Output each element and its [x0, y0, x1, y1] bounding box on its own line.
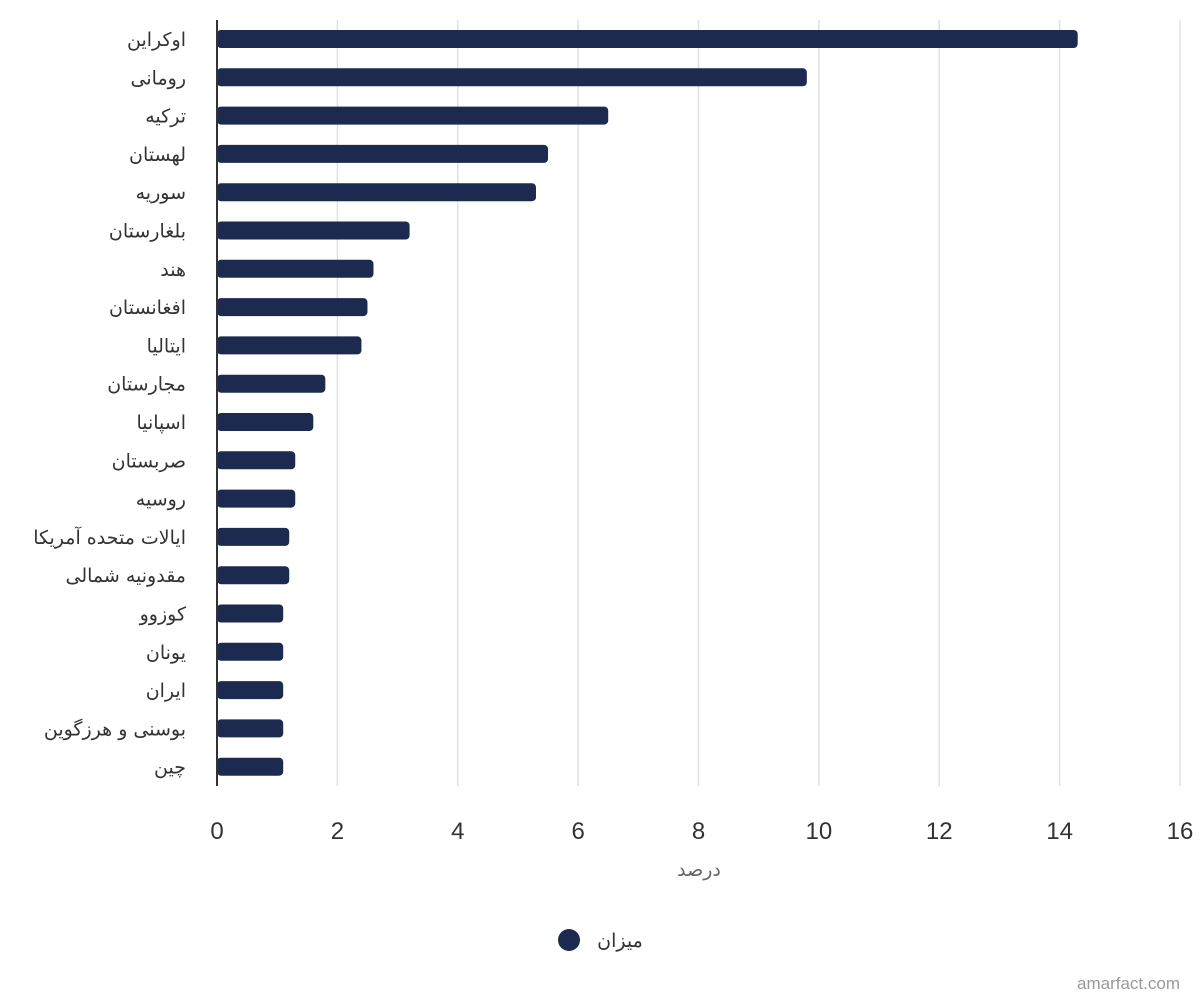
bar[interactable] [217, 566, 290, 585]
legend-label: میزان [597, 930, 643, 952]
credit-text[interactable]: amarfact.com [1077, 974, 1180, 993]
category-label: ترکیه [145, 106, 186, 128]
category-label: لهستان [129, 144, 186, 166]
bar[interactable] [217, 681, 284, 700]
bar[interactable] [217, 183, 536, 202]
x-tick-label: 16 [1167, 818, 1194, 845]
legend[interactable]: میزان [558, 929, 643, 952]
bar[interactable] [217, 298, 368, 317]
bar[interactable] [217, 489, 296, 508]
bar[interactable] [217, 259, 374, 278]
category-label: اوکراین [127, 29, 186, 51]
category-label: ایالات متحده آمریکا [33, 525, 186, 549]
category-label: بوسنی و هرزگوین [44, 717, 186, 740]
bar[interactable] [217, 451, 296, 470]
bar[interactable] [217, 719, 284, 738]
category-label: رومانی [131, 67, 186, 89]
bar[interactable] [217, 374, 326, 393]
bar[interactable] [217, 642, 284, 661]
bar[interactable] [217, 527, 290, 546]
bar[interactable] [217, 68, 807, 87]
gridlines [336, 20, 1181, 786]
x-tick-label: 2 [331, 818, 344, 845]
category-label: چین [154, 757, 186, 779]
legend-swatch [558, 929, 580, 951]
category-label: یونان [146, 642, 186, 664]
category-label: بلغارستان [109, 221, 186, 243]
x-tick-label: 12 [926, 818, 953, 845]
x-tick-label: 8 [692, 818, 705, 845]
bar[interactable] [217, 106, 609, 125]
bar-series [217, 30, 1078, 776]
x-tick-label: 10 [806, 818, 833, 845]
bar[interactable] [217, 604, 284, 623]
category-label: صربستان [112, 450, 186, 472]
x-tick-label: 0 [210, 818, 223, 845]
category-label: ایتالیا [147, 335, 186, 357]
category-label: مقدونیه شمالی [65, 565, 186, 587]
category-label: روسیه [136, 489, 186, 511]
category-label: مجارستان [107, 374, 186, 396]
bar[interactable] [217, 144, 549, 163]
x-tick-label: 14 [1046, 818, 1073, 845]
x-tick-label: 4 [451, 818, 464, 845]
category-label: هند [160, 259, 186, 281]
bar[interactable] [217, 30, 1078, 48]
x-tick-labels: 0 2 4 6 8 10 12 14 16 [210, 818, 1193, 845]
category-label: افغانستان [109, 297, 186, 319]
x-axis-title: درصد [677, 859, 721, 881]
category-label: سوریه [136, 182, 186, 204]
bar[interactable] [217, 336, 362, 355]
bar[interactable] [217, 757, 284, 776]
category-label: ایران [146, 680, 186, 702]
category-label: کوزوو [139, 604, 187, 626]
x-tick-label: 6 [571, 818, 584, 845]
bar[interactable] [217, 221, 410, 240]
category-labels: اوکراین رومانی ترکیه لهستان سوریه بلغارستان هن… [33, 29, 187, 779]
bar[interactable] [217, 413, 314, 431]
category-label: اسپانیا [136, 412, 186, 434]
